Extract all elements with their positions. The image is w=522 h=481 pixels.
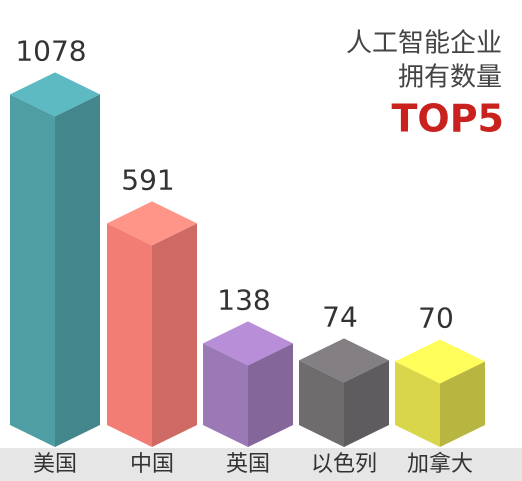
bar [10,72,100,447]
chart-title-line: 人工智能企业 [346,29,502,59]
chart-title-line: 拥有数量 [398,63,502,93]
bar-top-face [107,201,197,246]
bar-left-face [107,223,152,447]
bar-right-face [55,94,100,447]
value-label: 70 [418,301,454,334]
bar-top-face [299,338,389,383]
bar-top-face [10,72,100,117]
bar-left-face [10,94,55,447]
baseline-strip [0,448,522,481]
bar [395,339,485,447]
bar-top-face [203,321,293,366]
category-label: 中国 [130,452,174,477]
category-label: 以色列 [311,452,377,477]
bar-right-face [440,361,485,447]
value-label: 1078 [15,34,86,67]
bar-left-face [395,361,440,447]
bar-top-face [395,339,485,384]
bar-left-face [299,360,344,447]
bar-right-face [344,360,389,447]
bar-right-face [152,223,197,447]
value-label: 74 [322,300,358,333]
category-label: 英国 [226,452,270,477]
bar [203,321,293,447]
bar-left-face [203,343,248,447]
category-label: 加拿大 [407,451,473,477]
bar [299,338,389,447]
bar [107,201,197,447]
bar-right-face [248,343,293,447]
value-label: 591 [121,163,174,196]
value-label: 138 [217,283,270,316]
category-label: 美国 [33,452,77,477]
chart-subtitle: TOP5 [391,97,504,141]
